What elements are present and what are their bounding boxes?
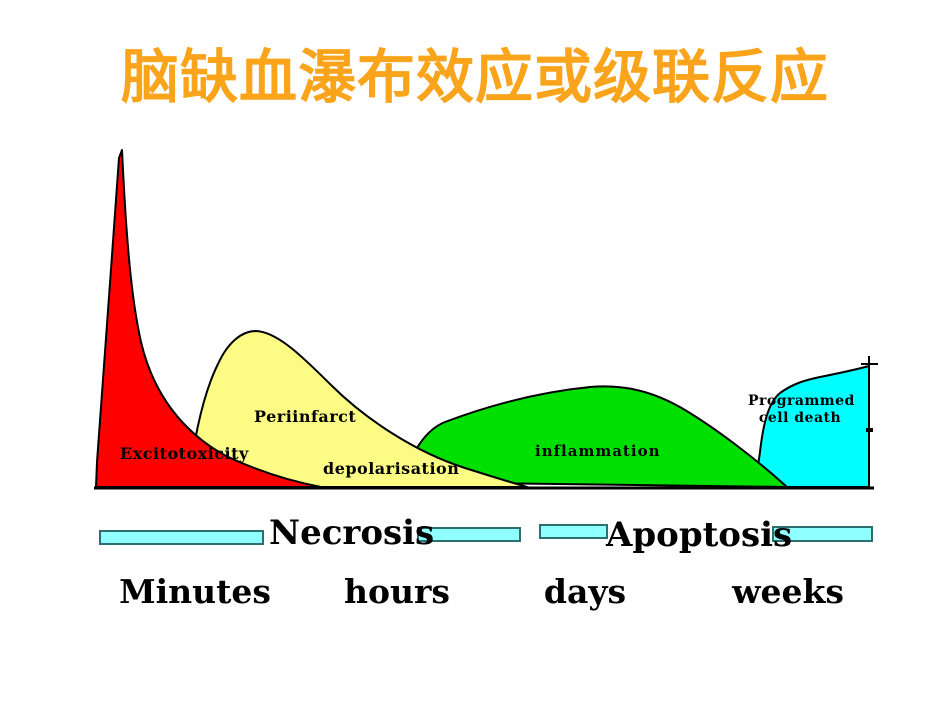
excitotoxicity-area [95, 149, 322, 488]
programmed-cell-death-label-line1: Programmed [748, 393, 855, 409]
time-tick-minutes: Minutes [119, 572, 271, 611]
programmed-cell-death-label: Programmed cell death [748, 393, 855, 427]
programmed-cell-death-label-line2: cell death [758, 409, 842, 426]
depolarisation-label: depolarisation [323, 459, 460, 478]
time-tick-hours: hours [344, 572, 450, 611]
periinfarct-depolarisation-area [187, 330, 528, 488]
slide-title: 脑缺血瀑布效应或级联反应 [120, 43, 829, 111]
time-tick-days: days [543, 572, 627, 611]
apoptosis-bar-1 [539, 524, 608, 539]
inflammation-area [401, 385, 788, 488]
necrosis-label: Necrosis [269, 513, 435, 553]
time-tick-weeks: weeks [732, 572, 844, 611]
apoptosis-bar-2 [772, 526, 873, 542]
necrosis-bar-2 [417, 527, 521, 542]
excitotoxicity-label: Excitotoxicity [120, 444, 249, 463]
inflammation-label: inflammation [535, 442, 661, 460]
programmed-cell-death-area [754, 365, 870, 488]
apoptosis-label: Apoptosis [606, 515, 793, 555]
necrosis-bar-1 [99, 530, 264, 545]
periinfarct-label: Periinfarct [254, 407, 357, 426]
